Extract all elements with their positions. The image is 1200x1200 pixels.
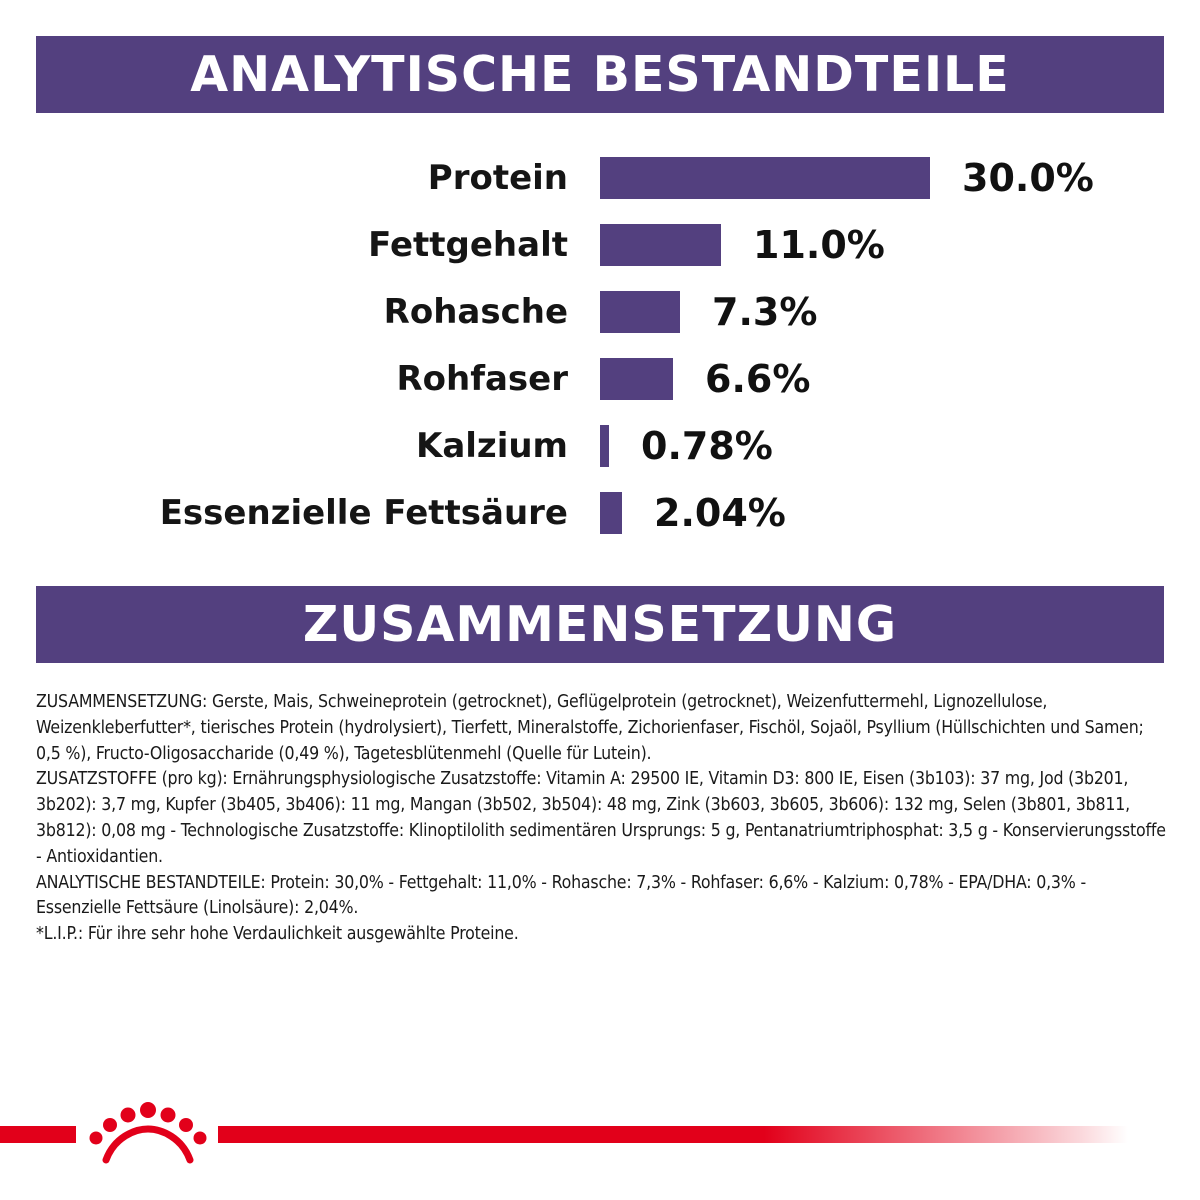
footer-stripe-left	[0, 1126, 76, 1143]
composition-text-block: ZUSAMMENSETZUNG: Gerste, Mais, Schweinep…	[36, 690, 1166, 948]
analytics-heading: ANALYTISCHE BESTANDTEILE	[190, 46, 1010, 103]
bar-label: Protein	[427, 158, 568, 198]
bar	[600, 358, 673, 400]
bar-label: Kalzium	[415, 426, 568, 466]
composition-heading-banner: ZUSAMMENSETZUNG	[36, 586, 1164, 663]
additives-paragraph: ZUSATZSTOFFE (pro kg): Ernährungsphysiol…	[36, 769, 1166, 867]
bar-value-label: 0.78%	[641, 424, 773, 468]
brand-footer	[0, 1098, 1200, 1168]
bar-value-label: 6.6%	[705, 357, 811, 401]
bar	[600, 224, 721, 266]
bar	[600, 492, 622, 534]
ingredients-paragraph: ZUSAMMENSETZUNG: Gerste, Mais, Schweinep…	[36, 692, 1144, 764]
bar	[600, 157, 930, 199]
lip-footnote: *L.I.P.: Für ihre sehr hohe Verdaulichke…	[36, 924, 519, 945]
bar-value-label: 7.3%	[712, 290, 818, 334]
bar-value-label: 2.04%	[654, 491, 786, 535]
bar-label: Essenzielle Fettsäure	[159, 493, 568, 533]
bar-value-label: 30.0%	[962, 156, 1094, 200]
bar-label: Rohfaser	[396, 359, 568, 399]
bar-label: Fettgehalt	[368, 225, 568, 265]
composition-heading: ZUSAMMENSETZUNG	[302, 596, 898, 653]
nutrient-bar-chart: Protein 30.0% Fettgehalt 11.0% Rohasche 7.3% R…	[0, 140, 1200, 560]
bar	[600, 425, 609, 467]
footer-stripe-right	[218, 1126, 1128, 1143]
royal-canin-crown-icon	[89, 1102, 207, 1164]
bar-value-label: 11.0%	[753, 223, 885, 267]
analytics-paragraph: ANALYTISCHE BESTANDTEILE: Protein: 30,0%…	[36, 872, 1086, 919]
bar	[600, 291, 680, 333]
analytics-heading-banner: ANALYTISCHE BESTANDTEILE	[36, 36, 1164, 113]
bar-label: Rohasche	[383, 292, 568, 332]
